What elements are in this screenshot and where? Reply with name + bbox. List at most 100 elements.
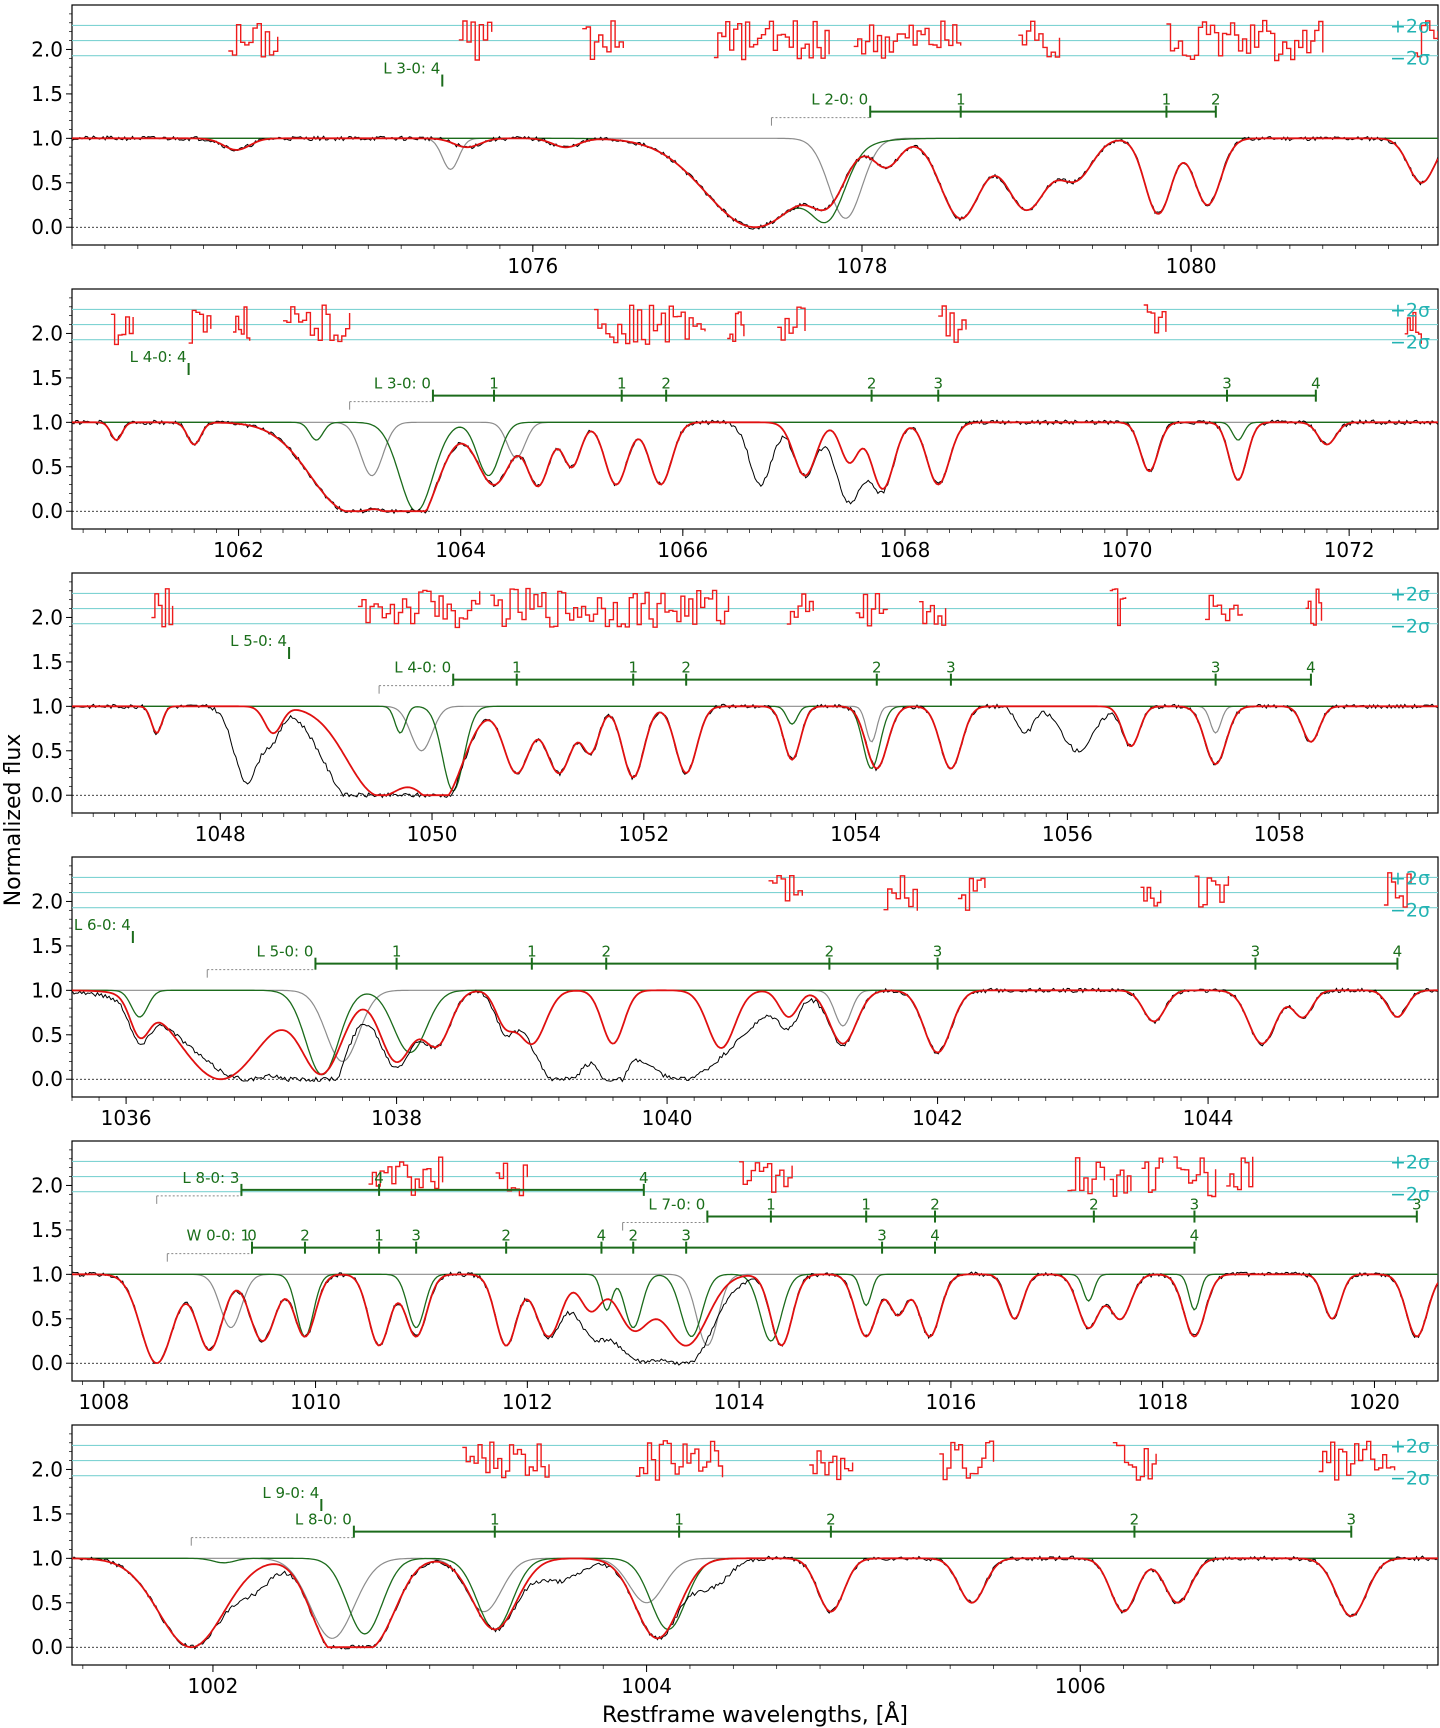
transition-label: L 6-0: 4 xyxy=(74,916,131,934)
x-tick-label: 1080 xyxy=(1166,254,1217,278)
level-number: 4 xyxy=(1190,1227,1200,1245)
y-tick-label: 1.5 xyxy=(31,366,63,390)
x-tick-label: 1076 xyxy=(507,254,558,278)
y-tick-label: 1.0 xyxy=(31,694,63,718)
other-spectrum xyxy=(72,705,1438,752)
level-number: 4 xyxy=(1393,943,1403,961)
x-tick-label: 1008 xyxy=(78,1390,129,1414)
level-number: 4 xyxy=(597,1227,607,1245)
residual-segment xyxy=(1140,886,1162,907)
plus-2-sigma-label: +2σ xyxy=(1390,299,1430,321)
residual-segment xyxy=(1173,1156,1217,1198)
panel-4: 0.0 0.5 1.0 1.5 2.0 1036 1038 1040 1042 1044 +2σ −2… xyxy=(31,856,1439,1130)
level-number: 1 xyxy=(512,659,522,677)
transition-label: L 3-0: 4 xyxy=(383,60,440,78)
plus-2-sigma-label: +2σ xyxy=(1390,15,1430,37)
y-tick-label: 0.5 xyxy=(31,1307,63,1331)
residual-segment xyxy=(1109,588,1127,627)
panel-frame xyxy=(71,856,1439,1098)
residual-segment xyxy=(883,875,918,911)
plus-2-sigma-label: +2σ xyxy=(1390,867,1430,889)
y-tick-label: 0.0 xyxy=(31,1351,63,1375)
x-tick-label: 1070 xyxy=(1102,538,1153,562)
model-spectrum xyxy=(72,421,1438,513)
minus-2-sigma-label: −2σ xyxy=(1390,1468,1430,1490)
residual-segment xyxy=(1143,304,1167,334)
level-number: 2 xyxy=(826,1511,836,1529)
x-tick-label: 1066 xyxy=(657,538,708,562)
y-tick-label: 0.0 xyxy=(31,499,63,523)
residual-segment xyxy=(1205,594,1243,622)
plot-area xyxy=(72,587,1438,799)
transition-label: L 5-0: 0 xyxy=(256,943,313,961)
y-tick-label: 2.0 xyxy=(31,1173,63,1197)
level-number: 3 xyxy=(411,1227,421,1245)
level-number: 1 xyxy=(490,1511,500,1529)
y-tick-label: 1.0 xyxy=(31,1546,63,1570)
level-number: 1 xyxy=(392,943,402,961)
residual-segment xyxy=(635,1440,724,1481)
level-number: 0 xyxy=(247,1227,257,1245)
residual-segment xyxy=(809,1450,854,1481)
level-number: 4 xyxy=(374,1169,384,1187)
residual-segment xyxy=(1318,1440,1396,1481)
panel-frame xyxy=(71,1140,1439,1382)
y-tick-label: 0.5 xyxy=(31,739,63,763)
y-tick-label: 1.0 xyxy=(31,126,63,150)
level-number: 3 xyxy=(1190,1196,1200,1214)
data-spectrum xyxy=(72,987,1438,1083)
line-series-2: 1 1 2 2 3 3 L 7-0: 0 xyxy=(622,1196,1422,1231)
level-number: 2 xyxy=(661,375,671,393)
model-spectrum xyxy=(72,705,1438,797)
y-tick-label: 1.0 xyxy=(31,1262,63,1286)
other-spectrum xyxy=(72,989,1438,1063)
residual-segment xyxy=(853,20,962,59)
component-spectrum xyxy=(72,989,1438,1076)
level-number: 3 xyxy=(681,1227,691,1245)
y-tick-label: 0.0 xyxy=(31,215,63,239)
residual-segment xyxy=(110,313,134,346)
y-tick-label: 2.0 xyxy=(31,889,63,913)
level-number: 1 xyxy=(766,1196,776,1214)
residual-segment xyxy=(283,304,351,343)
plus-2-sigma-label: +2σ xyxy=(1390,583,1430,605)
residual-segment xyxy=(1226,1156,1254,1191)
level-number: 3 xyxy=(1251,943,1261,961)
level-number: 1 xyxy=(861,1196,871,1214)
residual-segment xyxy=(957,877,986,911)
x-tick-label: 1004 xyxy=(621,1674,672,1698)
residual-segment xyxy=(1166,19,1324,62)
residual-segment xyxy=(1404,311,1422,344)
x-tick-label: 1014 xyxy=(714,1390,765,1414)
level-number: 1 xyxy=(527,943,537,961)
x-tick-label: 1006 xyxy=(1055,1674,1106,1698)
x-tick-label: 1038 xyxy=(371,1106,422,1130)
component-spectrum xyxy=(72,137,1438,228)
residual-segment xyxy=(151,588,174,628)
level-number: 2 xyxy=(872,659,882,677)
residual-segment xyxy=(939,1440,995,1481)
transition-label: L 4-0: 0 xyxy=(394,659,451,677)
component-spectrum xyxy=(72,421,1438,512)
residual-segment xyxy=(777,306,806,341)
level-number: 2 xyxy=(867,375,877,393)
line-series-2: 1 1 2 2 3 L 8-0: 0 xyxy=(190,1511,1356,1546)
plot-area xyxy=(72,1440,1438,1650)
residual-segment xyxy=(228,23,279,58)
plot-area xyxy=(72,19,1438,230)
transition-label: L 3-0: 0 xyxy=(374,375,431,393)
level-number: 1 xyxy=(374,1227,384,1245)
x-tick-label: 1064 xyxy=(435,538,486,562)
residual-segment xyxy=(1141,1157,1164,1193)
level-number: 1 xyxy=(956,91,966,109)
line-series-2: 1 1 2 2 3 3 4 L 3-0: 0 xyxy=(349,375,1321,410)
residual-segment xyxy=(1067,1157,1106,1195)
model-spectrum xyxy=(72,989,1438,1081)
line-series-2: 1 1 2 2 3 3 4 L 5-0: 0 xyxy=(206,943,1403,978)
x-tick-label: 1012 xyxy=(502,1390,553,1414)
residual-segment xyxy=(368,1156,444,1196)
data-spectrum xyxy=(72,1555,1438,1650)
line-series-1: L 9-0: 4 xyxy=(262,1484,323,1511)
level-number: 4 xyxy=(930,1227,940,1245)
